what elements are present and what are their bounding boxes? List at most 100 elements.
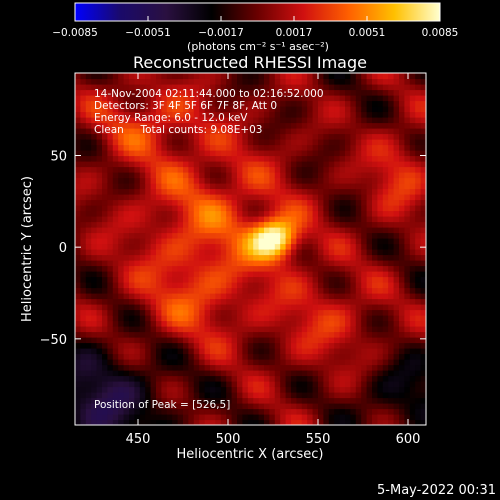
- heatmap-cell: [123, 386, 130, 393]
- heatmap-cell: [96, 337, 103, 344]
- heatmap-cell: [237, 232, 243, 239]
- heatmap-cell: [334, 386, 341, 393]
- heatmap-cell: [156, 315, 162, 322]
- heatmap-cell: [345, 106, 351, 113]
- heatmap-cell: [366, 419, 373, 425]
- heatmap-cell: [102, 216, 108, 223]
- heatmap-cell: [264, 260, 270, 267]
- heatmap-cell: [220, 243, 227, 250]
- heatmap-cell: [334, 381, 341, 388]
- heatmap-cell: [129, 298, 135, 305]
- heatmap-cell: [253, 249, 260, 256]
- heatmap-cell: [296, 403, 303, 410]
- heatmap-cell: [328, 386, 335, 393]
- heatmap-cell: [231, 144, 238, 151]
- heatmap-cell: [307, 364, 314, 371]
- heatmap-cell: [183, 337, 189, 344]
- heatmap-cell: [118, 337, 125, 344]
- heatmap-cell: [112, 403, 119, 410]
- heatmap-cell: [372, 337, 378, 344]
- heatmap-cell: [226, 238, 233, 245]
- heatmap-cell: [139, 84, 146, 91]
- heatmap-cell: [220, 331, 227, 338]
- heatmap-cell: [156, 287, 162, 294]
- heatmap-cell: [393, 364, 400, 371]
- heatmap-cell: [291, 183, 297, 190]
- heatmap-cell: [145, 260, 152, 267]
- heatmap-cell: [118, 106, 125, 113]
- heatmap-cell: [156, 381, 162, 388]
- heatmap-cell: [399, 117, 405, 124]
- heatmap-cell: [415, 353, 422, 360]
- heatmap-cell: [112, 155, 119, 162]
- heatmap-cell: [199, 122, 206, 129]
- heatmap-cell: [296, 386, 303, 393]
- heatmap-cell: [183, 166, 189, 173]
- heatmap-cell: [112, 117, 119, 124]
- heatmap-cell: [210, 309, 216, 316]
- heatmap-cell: [172, 183, 179, 190]
- heatmap-cell: [301, 139, 308, 146]
- heatmap-cell: [75, 408, 81, 415]
- heatmap-cell: [129, 392, 135, 399]
- heatmap-cell: [274, 331, 281, 338]
- heatmap-cell: [123, 139, 130, 146]
- heatmap-cell: [345, 397, 351, 404]
- heatmap-cell: [231, 370, 238, 377]
- heatmap-cell: [91, 221, 98, 228]
- heatmap-cell: [264, 232, 270, 239]
- heatmap-cell: [91, 78, 98, 85]
- heatmap-cell: [372, 419, 378, 425]
- heatmap-cell: [285, 188, 292, 195]
- heatmap-cell: [118, 353, 125, 360]
- heatmap-cell: [285, 298, 292, 305]
- heatmap-cell: [85, 106, 92, 113]
- heatmap-cell: [404, 144, 411, 151]
- heatmap-cell: [150, 177, 157, 184]
- heatmap-cell: [393, 84, 400, 91]
- heatmap-cell: [318, 221, 324, 228]
- heatmap-cell: [145, 386, 152, 393]
- heatmap-cell: [161, 348, 168, 355]
- heatmap-cell: [269, 249, 276, 256]
- heatmap-cell: [345, 381, 351, 388]
- heatmap-cell: [226, 414, 233, 421]
- heatmap-cell: [291, 353, 297, 360]
- heatmap-cell: [307, 122, 314, 129]
- heatmap-cell: [91, 293, 98, 300]
- heatmap-cell: [264, 144, 270, 151]
- heatmap-cell: [355, 194, 362, 201]
- heatmap-cell: [231, 194, 238, 201]
- heatmap-cell: [129, 293, 135, 300]
- heatmap-cell: [91, 194, 98, 201]
- heatmap-cell: [204, 111, 211, 118]
- heatmap-cell: [350, 408, 357, 415]
- heatmap-cell: [296, 216, 303, 223]
- heatmap-cell: [280, 106, 287, 113]
- heatmap-cell: [253, 227, 260, 234]
- heatmap-cell: [345, 111, 351, 118]
- heatmap-cell: [231, 238, 238, 245]
- heatmap-cell: [404, 392, 411, 399]
- heatmap-cell: [366, 117, 373, 124]
- heatmap-cell: [204, 282, 211, 289]
- heatmap-cell: [172, 342, 179, 349]
- heatmap-cell: [409, 364, 416, 371]
- heatmap-cell: [188, 397, 195, 404]
- heatmap-cell: [307, 320, 314, 327]
- heatmap-cell: [312, 315, 319, 322]
- heatmap-cell: [199, 392, 206, 399]
- heatmap-cell: [237, 227, 243, 234]
- heatmap-cell: [388, 386, 395, 393]
- heatmap-cell: [409, 326, 416, 333]
- heatmap-cell: [388, 106, 395, 113]
- heatmap-cell: [323, 386, 330, 393]
- heatmap-cell: [112, 287, 119, 294]
- heatmap-cell: [237, 221, 243, 228]
- heatmap-cell: [123, 210, 130, 217]
- heatmap-cell: [269, 227, 276, 234]
- heatmap-cell: [328, 128, 335, 135]
- heatmap-cell: [172, 232, 179, 239]
- heatmap-cell: [382, 282, 389, 289]
- heatmap-cell: [409, 293, 416, 300]
